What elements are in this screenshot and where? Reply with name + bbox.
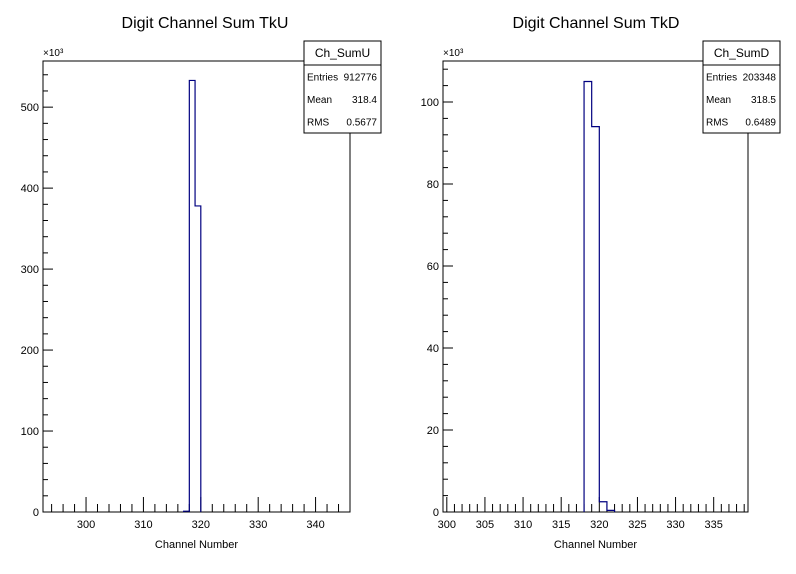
histogram-outline bbox=[182, 79, 202, 512]
chart-title: Digit Channel Sum TkU bbox=[122, 15, 289, 32]
plot-frame bbox=[42, 60, 351, 513]
stats-row-value: 912776 bbox=[344, 72, 378, 83]
y-tick-label: 0 bbox=[433, 507, 439, 519]
x-tick-label: 335 bbox=[705, 519, 723, 531]
stats-row-label: Entries bbox=[307, 72, 338, 83]
stats-row-value: 0.5677 bbox=[346, 118, 377, 129]
y-tick-label: 0 bbox=[33, 507, 39, 519]
y-tick-label: 60 bbox=[427, 261, 439, 273]
x-tick-label: 340 bbox=[306, 519, 324, 531]
y-tick-label: 100 bbox=[421, 97, 439, 109]
stats-box: Ch_SumU Entries 912776 Mean 318.4 RMS 0.5677 bbox=[303, 40, 382, 134]
histogram-bin bbox=[599, 502, 607, 512]
histogram-bin bbox=[195, 206, 201, 512]
y-tick-label: 40 bbox=[427, 343, 439, 355]
histogram-outline bbox=[583, 80, 616, 512]
stats-row-label: RMS bbox=[307, 118, 330, 129]
x-tick-label: 300 bbox=[77, 519, 95, 531]
x-tick-label: 315 bbox=[552, 519, 570, 531]
x-tick-label: 300 bbox=[438, 519, 456, 531]
stats-box-name: Ch_SumD bbox=[714, 46, 770, 60]
stats-row-value: 203348 bbox=[743, 72, 777, 83]
stats-row-label: Entries bbox=[706, 72, 737, 83]
y-tick-label: 80 bbox=[427, 179, 439, 191]
x-tick-label: 320 bbox=[590, 519, 608, 531]
y-tick-label: 200 bbox=[21, 345, 39, 357]
stats-row-label: Mean bbox=[706, 95, 731, 106]
histogram-panel-2: Digit Channel Sum TkD 0 20 40 60 80 100 ×10³ 300… bbox=[421, 15, 781, 551]
stats-box-frame bbox=[303, 40, 382, 134]
stats-row-value: 318.5 bbox=[751, 95, 776, 106]
stats-box-frame bbox=[702, 40, 781, 134]
y-tick-label: 300 bbox=[21, 264, 39, 276]
histogram-bin bbox=[184, 511, 190, 512]
y-tick-label: 20 bbox=[427, 425, 439, 437]
x-tick-label: 330 bbox=[666, 519, 684, 531]
stats-box-name: Ch_SumU bbox=[315, 46, 370, 60]
histogram-panel-1: Digit Channel Sum TkU 0 100 200 300 400 500 ×10… bbox=[21, 15, 382, 551]
histogram-bin bbox=[592, 127, 600, 512]
x-axis-label: Channel Number bbox=[554, 539, 637, 551]
plot-frame bbox=[442, 60, 749, 513]
x-tick-label: 305 bbox=[476, 519, 494, 531]
stats-row-value: 0.6489 bbox=[745, 118, 776, 129]
x-tick-label: 320 bbox=[192, 519, 210, 531]
y-multiplier: ×10³ bbox=[43, 48, 64, 59]
x-tick-label: 325 bbox=[628, 519, 646, 531]
stats-row-value: 318.4 bbox=[352, 95, 377, 106]
y-tick-label: 100 bbox=[21, 426, 39, 438]
histogram-bin bbox=[584, 82, 592, 513]
stats-box: Ch_SumD Entries 203348 Mean 318.5 RMS 0.6489 bbox=[702, 40, 781, 134]
x-axis-label: Channel Number bbox=[155, 539, 238, 551]
x-tick-label: 330 bbox=[249, 519, 267, 531]
histogram-bin bbox=[607, 510, 615, 512]
stats-row-label: Mean bbox=[307, 95, 332, 106]
histogram-bin bbox=[189, 80, 195, 512]
stats-row-label: RMS bbox=[706, 118, 729, 129]
x-tick-label: 310 bbox=[514, 519, 532, 531]
y-tick-label: 400 bbox=[21, 183, 39, 195]
y-multiplier: ×10³ bbox=[443, 48, 464, 59]
y-tick-label: 500 bbox=[21, 102, 39, 114]
chart-title: Digit Channel Sum TkD bbox=[513, 15, 680, 32]
x-tick-label: 310 bbox=[134, 519, 152, 531]
